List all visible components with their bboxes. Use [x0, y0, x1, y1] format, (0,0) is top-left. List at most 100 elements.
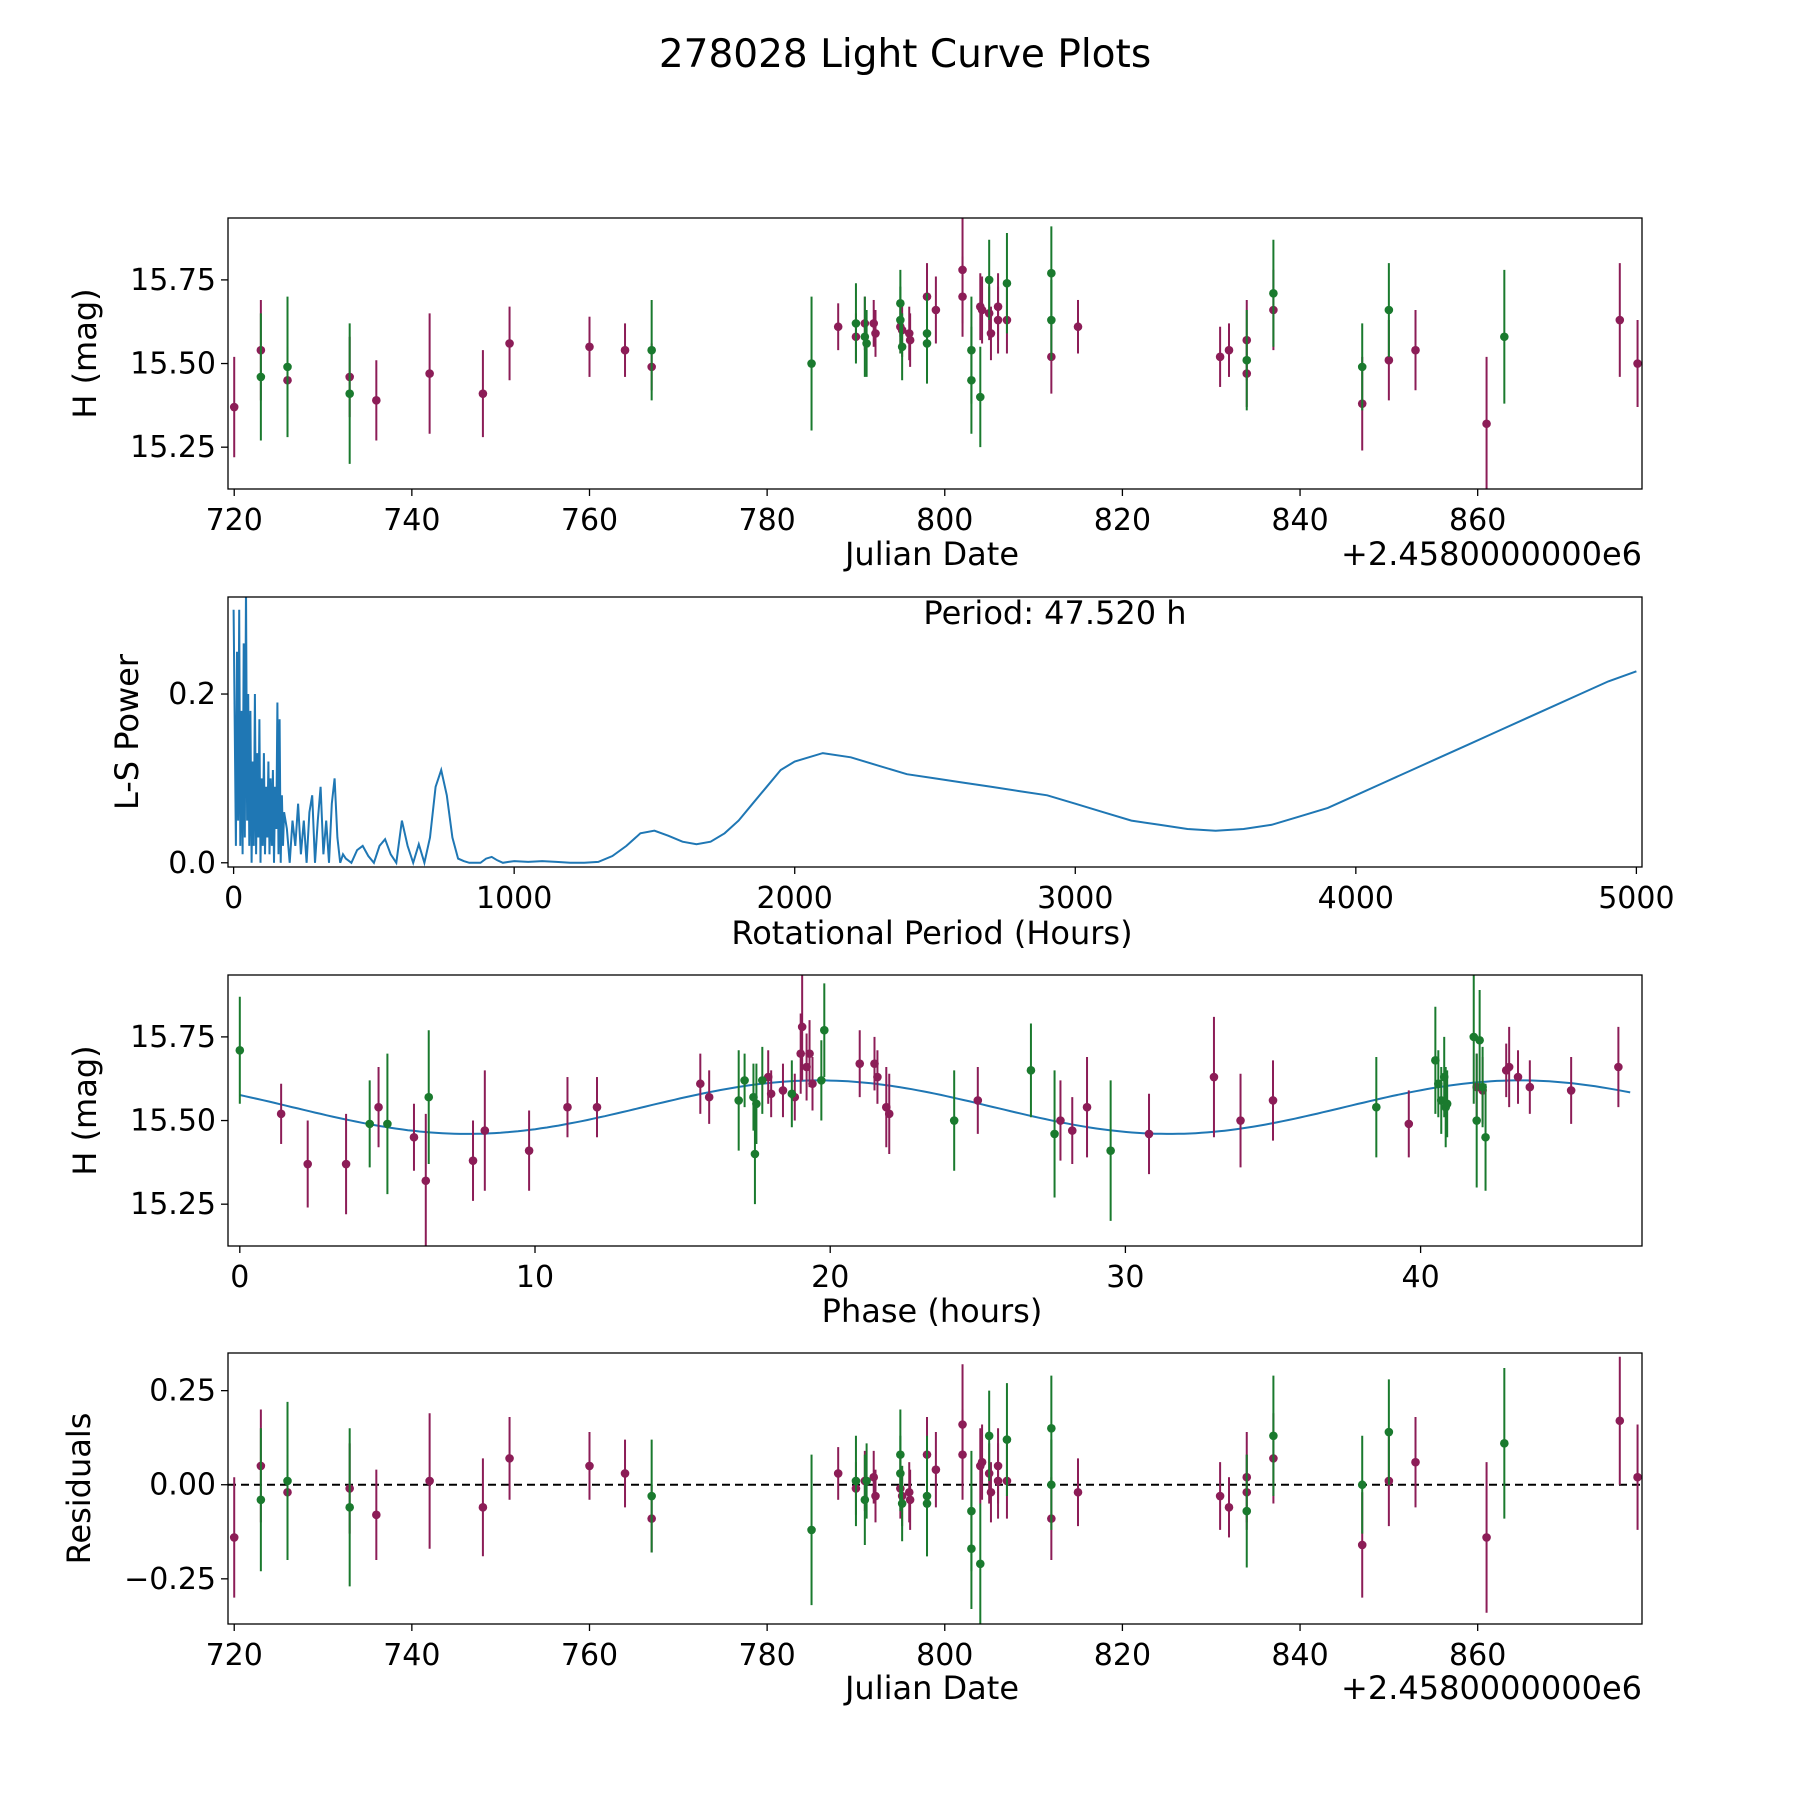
data-point — [993, 1476, 1003, 1486]
data-point — [958, 1450, 967, 1459]
lightcurve-xtick-label: 760 — [561, 503, 618, 538]
data-point — [1215, 352, 1225, 362]
periodogram-xtick-label: 5000 — [1598, 881, 1674, 916]
data-point — [345, 389, 354, 398]
data-point — [468, 1156, 478, 1165]
data-point — [478, 1503, 488, 1512]
data-point — [977, 305, 987, 315]
data-point — [1026, 1066, 1036, 1075]
lightcurve-xtick-label: 780 — [738, 503, 795, 538]
data-point — [647, 1491, 656, 1501]
data-point — [931, 305, 941, 315]
residuals-xtick-label: 720 — [206, 1638, 263, 1673]
data-point — [283, 1476, 292, 1486]
data-point — [1411, 345, 1420, 355]
data-point — [897, 1499, 907, 1508]
residuals-xtick-label: 740 — [383, 1638, 440, 1673]
data-point — [1411, 1457, 1420, 1467]
data-point — [1566, 1086, 1576, 1095]
periodogram-panel: 0 1000 2000 3000 4000 5000 0.0 0.2 Rotational Pe… — [108, 594, 1675, 952]
lightcurve-xtick-label: 860 — [1449, 503, 1506, 538]
data-point — [647, 345, 656, 355]
data-point — [585, 342, 594, 352]
lightcurve-xtick-label: 840 — [1271, 503, 1328, 538]
data-point — [480, 1126, 490, 1135]
data-point — [1224, 1503, 1234, 1512]
data-point — [283, 362, 292, 372]
data-point — [704, 1092, 714, 1102]
data-point — [1482, 419, 1491, 429]
fit-curve — [239, 1079, 1631, 1135]
phased-ytick-label: 15.25 — [130, 1187, 216, 1222]
figure-title: 278028 Light Curve Plots — [659, 32, 1151, 77]
data-point — [256, 372, 266, 382]
data-point — [229, 1533, 239, 1542]
data-point — [276, 1109, 286, 1119]
residuals-ytick-label: 0.00 — [149, 1468, 216, 1503]
data-point — [1269, 1431, 1278, 1441]
data-point — [807, 1525, 816, 1535]
data-point — [1215, 1491, 1225, 1501]
periodogram-plot-area — [232, 597, 1637, 867]
data-point — [1209, 1072, 1219, 1082]
data-point — [967, 375, 976, 385]
data-point — [1056, 1116, 1065, 1125]
data-point — [884, 1109, 894, 1119]
data-point — [740, 1076, 749, 1085]
residuals-ylabel: Residuals — [60, 1413, 98, 1565]
phased-frame — [227, 974, 1643, 1247]
data-point — [977, 1457, 987, 1467]
data-point — [975, 392, 985, 402]
data-point — [1242, 355, 1252, 365]
data-point — [1500, 332, 1509, 342]
data-point — [1475, 1035, 1484, 1045]
residuals-xlabel: Julian Date — [843, 1669, 1019, 1707]
data-point — [1073, 1487, 1083, 1497]
data-point — [787, 1089, 797, 1099]
residuals-offset-text: +2.4580000000e6 — [1341, 1669, 1642, 1707]
data-point — [1615, 1416, 1625, 1426]
data-point — [833, 322, 843, 332]
data-point — [1384, 1427, 1394, 1437]
data-point — [421, 1176, 431, 1186]
data-point — [620, 1469, 630, 1478]
data-point — [1614, 1062, 1623, 1072]
data-point — [365, 1119, 374, 1129]
data-point — [505, 1454, 514, 1463]
data-point — [345, 1503, 354, 1512]
residuals-plot-area — [228, 1356, 1642, 1624]
residuals-xtick-label: 780 — [738, 1638, 795, 1673]
data-point — [372, 1510, 381, 1520]
data-point — [862, 1476, 871, 1486]
data-point — [1481, 1132, 1490, 1142]
data-point — [1357, 1480, 1367, 1490]
data-point — [1050, 1129, 1059, 1139]
data-point — [303, 1159, 313, 1169]
periodogram-ylabel: L-S Power — [108, 653, 146, 810]
data-point — [524, 1146, 534, 1155]
lightcurve-ytick-label: 15.75 — [130, 263, 216, 298]
data-point — [1224, 345, 1234, 355]
data-point — [905, 335, 915, 345]
phased-xlabel: Phase (hours) — [822, 1292, 1043, 1330]
data-point — [896, 315, 905, 325]
data-point — [1242, 1506, 1252, 1516]
periodogram-xtick-label: 3000 — [1037, 881, 1113, 916]
phased-plot-area — [235, 975, 1631, 1246]
data-point — [975, 1559, 985, 1569]
residuals-xtick-label: 800 — [916, 1638, 973, 1673]
phased-xtick-label: 40 — [1402, 1260, 1440, 1295]
data-point — [855, 1059, 865, 1068]
data-point — [1236, 1116, 1245, 1125]
data-point — [1357, 1540, 1367, 1550]
data-point — [409, 1132, 419, 1142]
phased-series-ztf_g — [235, 975, 1490, 1221]
panels: 720 740 760 780 800 820 840 860 15.25 15.50 15.75 J… — [60, 217, 1675, 1707]
data-point — [424, 1092, 434, 1102]
data-point — [425, 1476, 434, 1486]
data-point — [973, 1096, 983, 1105]
data-point — [820, 1025, 829, 1035]
data-point — [478, 389, 488, 398]
data-point — [931, 1465, 941, 1474]
data-point — [905, 1495, 915, 1505]
